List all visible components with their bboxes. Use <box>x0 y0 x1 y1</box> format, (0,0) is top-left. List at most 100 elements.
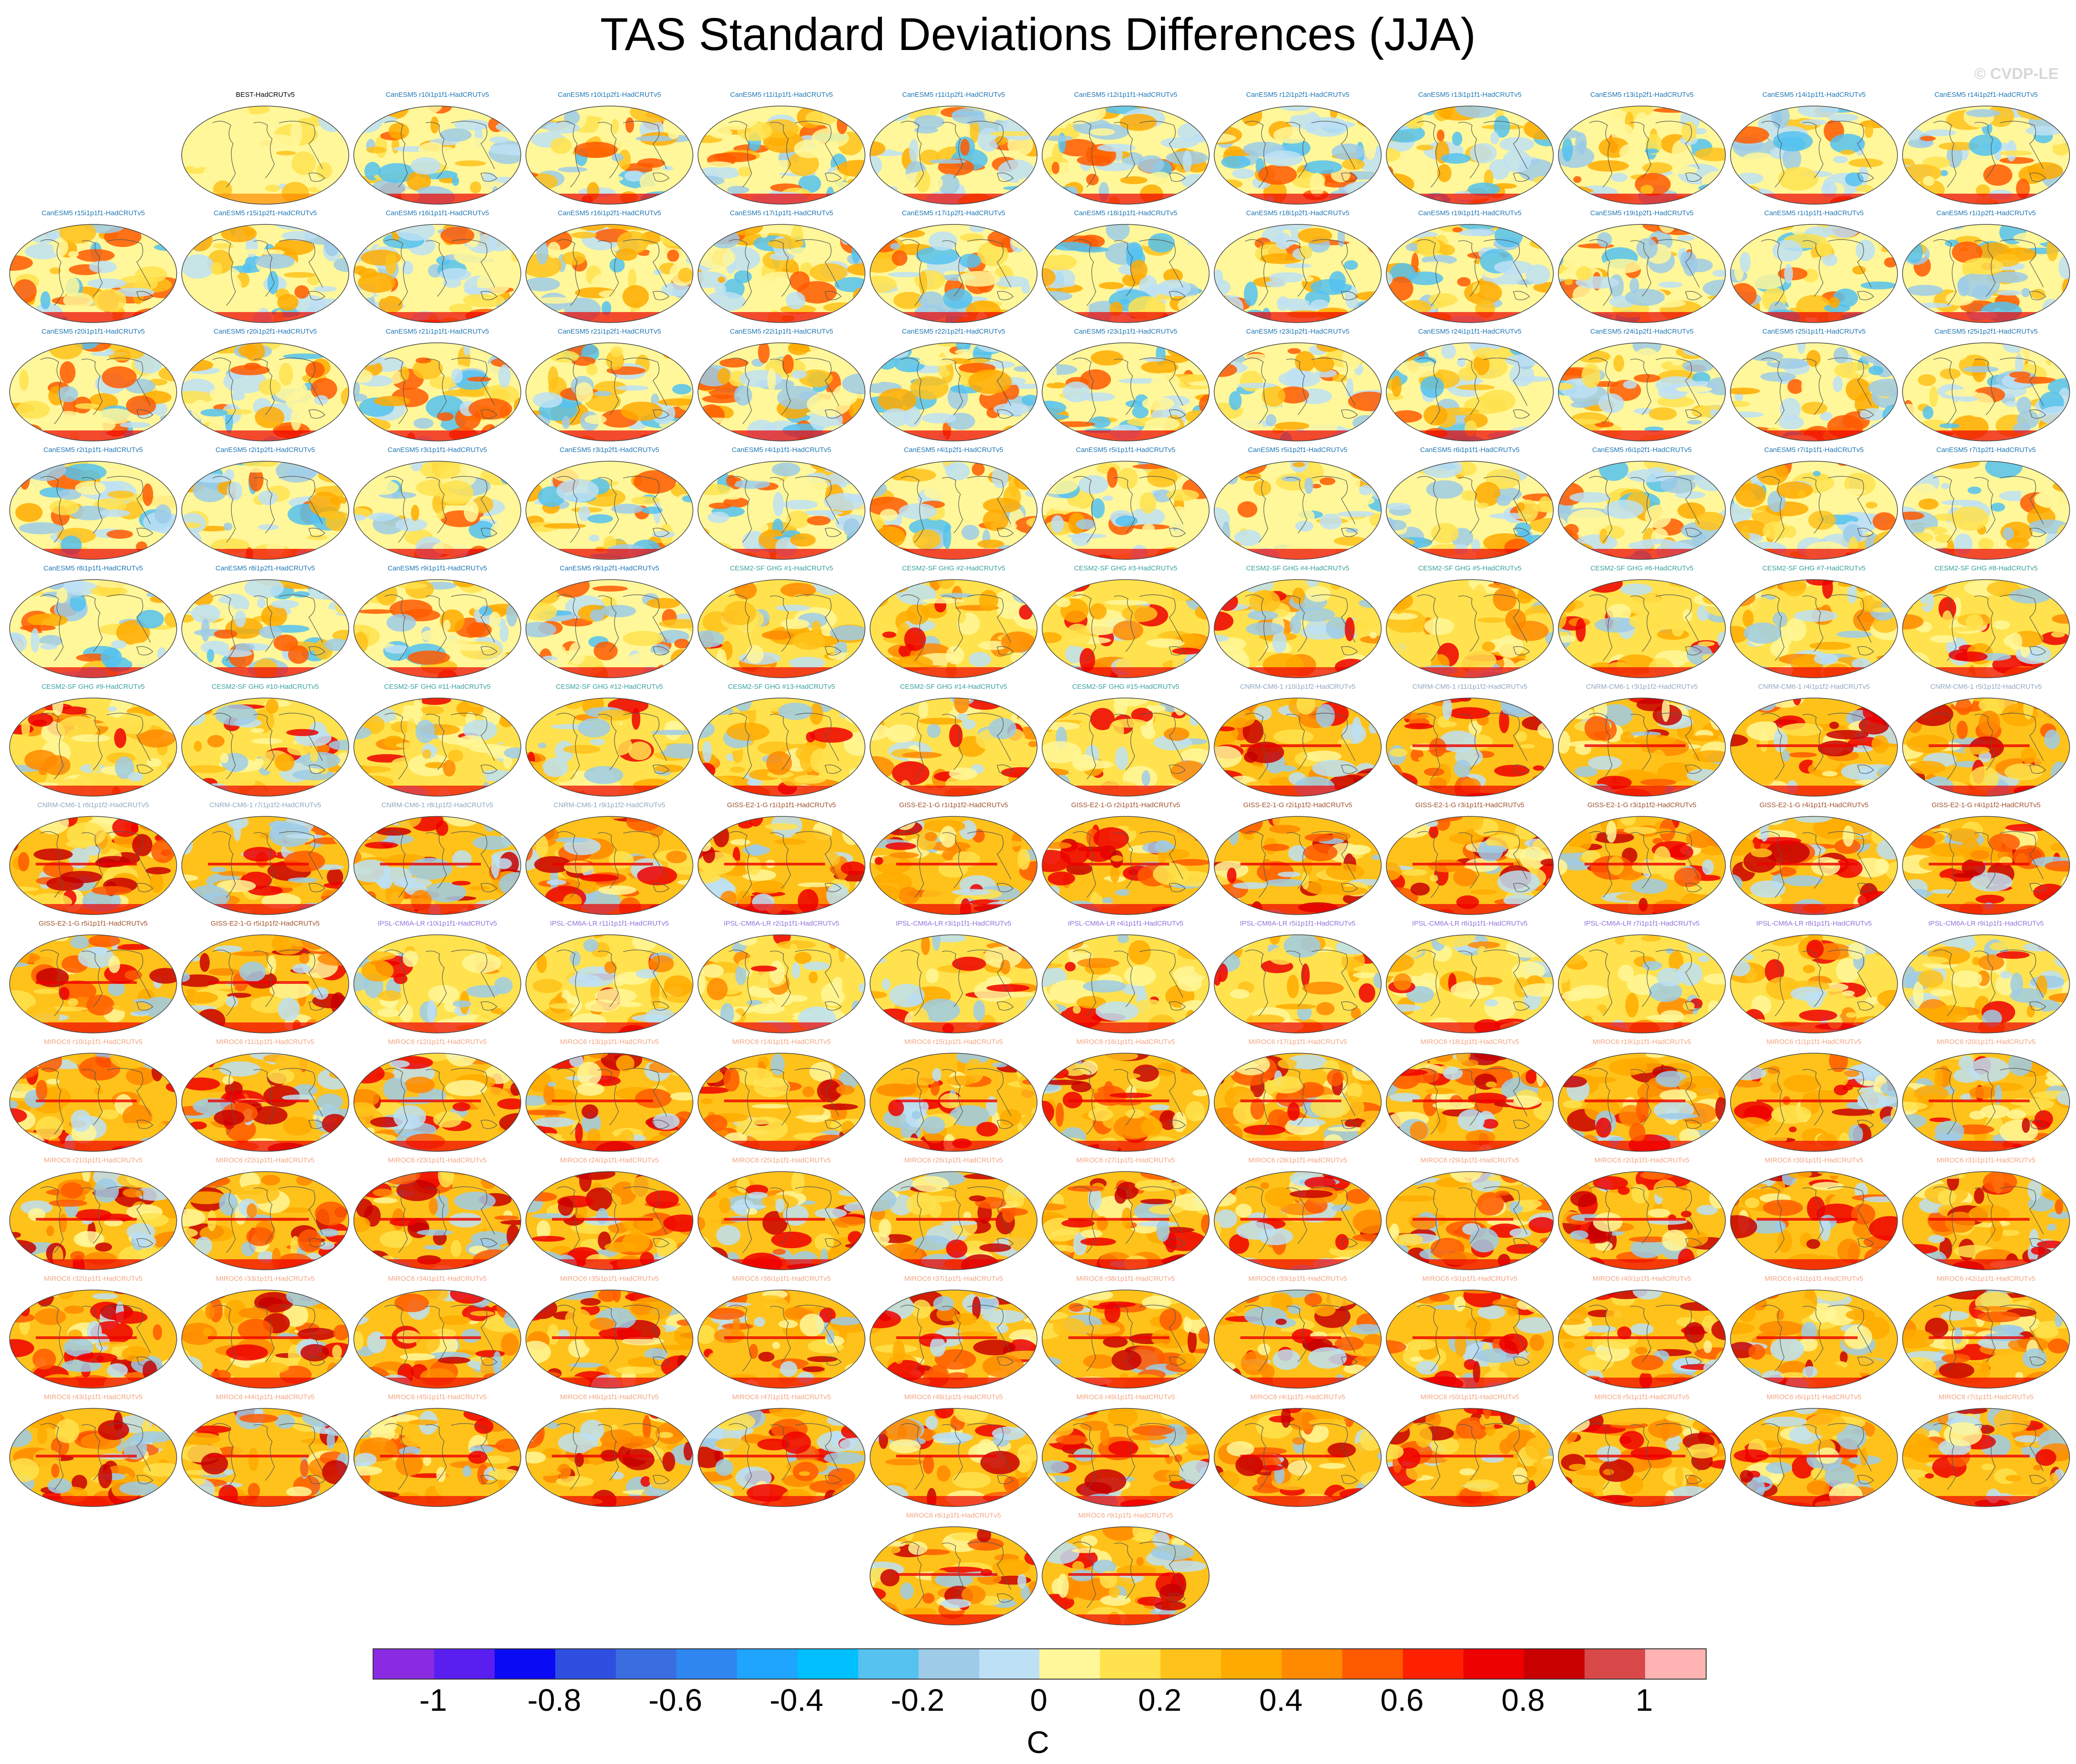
colorbar-box-20 <box>1585 1649 1646 1679</box>
map-panel: MIROC6 r28i1p1f1-HadCRUTv5 <box>1213 1156 1383 1271</box>
map-panel: GISS-E2-1-G r5i1p1f1-HadCRUTv5 <box>8 920 178 1034</box>
colorbar-box-14 <box>1221 1649 1282 1679</box>
map-panel-title: CNRM-CM6-1 r11i1p1f2-HadCRUTv5 <box>1412 683 1528 691</box>
map-panel-title: IPSL-CM6A-LR r5i1p1f1-HadCRUTv5 <box>1240 920 1356 927</box>
world-map <box>1558 224 1726 323</box>
world-map <box>870 1526 1038 1625</box>
world-map <box>870 224 1038 323</box>
world-map <box>870 106 1038 205</box>
map-panel: CanESM5 r25i1p2f1-HadCRUTv5 <box>1901 328 2071 442</box>
map-panel: MIROC6 r8i1p1f1-HadCRUTv5 <box>869 1512 1038 1626</box>
world-map <box>525 224 693 323</box>
map-panel-title: GISS-E2-1-G r2i1p1f1-HadCRUTv5 <box>1071 801 1180 809</box>
map-panel: MIROC6 r18i1p1f1-HadCRUTv5 <box>1385 1038 1555 1153</box>
map-panel-title: MIROC6 r26i1p1f1-HadCRUTv5 <box>904 1156 1003 1164</box>
world-map <box>1042 1526 1210 1625</box>
world-map <box>1042 934 1210 1033</box>
map-panel-title: MIROC6 r48i1p1f1-HadCRUTv5 <box>904 1393 1003 1401</box>
map-panel-title: CanESM5 r3i1p2f1-HadCRUTv5 <box>559 446 659 454</box>
map-panel: MIROC6 r37i1p1f1-HadCRUTv5 <box>869 1275 1038 1390</box>
colorbar-tick-label: -1 <box>419 1683 447 1718</box>
map-panel: GISS-E2-1-G r2i1p1f2-HadCRUTv5 <box>1213 801 1383 916</box>
map-panel: CNRM-CM6-1 r10i1p1f2-HadCRUTv5 <box>1213 683 1383 798</box>
map-panel-title: MIROC6 r34i1p1f1-HadCRUTv5 <box>388 1275 487 1283</box>
map-panel-title: MIROC6 r25i1p1f1-HadCRUTv5 <box>732 1156 831 1164</box>
map-panel-title: MIROC6 r7i1p1f1-HadCRUTv5 <box>1938 1393 2034 1401</box>
map-panel: MIROC6 r30i1p1f1-HadCRUTv5 <box>1729 1156 1899 1271</box>
world-map <box>1558 1171 1726 1270</box>
map-panel-title: MIROC6 r12i1p1f1-HadCRUTv5 <box>388 1038 487 1046</box>
map-panel: MIROC6 r27i1p1f1-HadCRUTv5 <box>1041 1156 1211 1271</box>
map-panel: CNRM-CM6-1 r6i1p1f2-HadCRUTv5 <box>8 801 178 916</box>
world-map <box>525 1053 693 1152</box>
colorbar-tick-label: 1 <box>1635 1683 1653 1718</box>
map-panel-title: CanESM5 r5i1p1f1-HadCRUTv5 <box>1076 446 1176 454</box>
world-map <box>698 461 865 560</box>
world-map <box>870 1171 1038 1270</box>
world-map <box>525 816 693 915</box>
map-panel-title: CanESM5 r20i1p1f1-HadCRUTv5 <box>41 328 145 335</box>
map-panel-title: CESM2-SF GHG #12-HadCRUTv5 <box>556 683 663 691</box>
map-panel-title: CanESM5 r16i1p2f1-HadCRUTv5 <box>558 209 661 217</box>
map-panel: GISS-E2-1-G r1i1p1f1-HadCRUTv5 <box>697 801 866 916</box>
world-map <box>353 698 521 797</box>
world-map <box>1730 698 1898 797</box>
map-panel-title: CanESM5 r12i1p2f1-HadCRUTv5 <box>1246 91 1350 99</box>
world-map <box>870 698 1038 797</box>
world-map <box>698 106 865 205</box>
map-panel-title: CESM2-SF GHG #14-HadCRUTv5 <box>900 683 1007 691</box>
world-map <box>1558 342 1726 441</box>
world-map <box>181 1053 349 1152</box>
map-panel: CanESM5 r11i1p2f1-HadCRUTv5 <box>869 91 1038 206</box>
world-map <box>870 461 1038 560</box>
map-panel: CanESM5 r18i1p2f1-HadCRUTv5 <box>1213 209 1383 324</box>
map-panel-title: MIROC6 r21i1p1f1-HadCRUTv5 <box>44 1156 143 1164</box>
colorbar-box-3 <box>555 1649 616 1679</box>
map-panel: CanESM5 r17i1p2f1-HadCRUTv5 <box>869 209 1038 324</box>
map-panel: MIROC6 r1i1p1f1-HadCRUTv5 <box>1729 1038 1899 1153</box>
map-panel-title: MIROC6 r14i1p1f1-HadCRUTv5 <box>732 1038 831 1046</box>
map-panel-title: MIROC6 r11i1p1f1-HadCRUTv5 <box>216 1038 314 1046</box>
world-map <box>1730 342 1898 441</box>
world-map <box>870 1053 1038 1152</box>
world-map <box>1902 1408 2070 1507</box>
colorbar-box-5 <box>676 1649 737 1679</box>
figure-title: TAS Standard Deviations Differences (JJA… <box>600 9 1476 60</box>
map-panel: CanESM5 r13i1p1f1-HadCRUTv5 <box>1385 91 1555 206</box>
map-panel: CanESM5 r16i1p2f1-HadCRUTv5 <box>525 209 694 324</box>
map-panel-title: CanESM5 r7i1p2f1-HadCRUTv5 <box>1936 446 2036 454</box>
map-panel: CanESM5 r2i1p1f1-HadCRUTv5 <box>8 446 178 561</box>
map-panel: CNRM-CM6-1 r9i1p1f2-HadCRUTv5 <box>525 801 694 916</box>
colorbar-tick-label: 0.8 <box>1501 1683 1545 1718</box>
colorbar-box-18 <box>1463 1649 1524 1679</box>
colorbar-box-19 <box>1524 1649 1585 1679</box>
map-panel-title: CanESM5 r25i1p1f1-HadCRUTv5 <box>1762 328 1866 335</box>
map-panel-title: MIROC6 r4i1p1f1-HadCRUTv5 <box>1250 1393 1345 1401</box>
world-map <box>353 342 521 441</box>
world-map <box>1042 106 1210 205</box>
map-panel: CESM2-SF GHG #14-HadCRUTv5 <box>869 683 1038 798</box>
world-map <box>9 224 177 323</box>
map-panel-title: IPSL-CM6A-LR r3i1p1f1-HadCRUTv5 <box>896 920 1011 927</box>
world-map <box>698 1171 865 1270</box>
world-map <box>181 816 349 915</box>
map-panel-title: CanESM5 r15i1p1f1-HadCRUTv5 <box>41 209 145 217</box>
world-map <box>1214 1171 1382 1270</box>
colorbar-units: C <box>1027 1725 1049 1760</box>
map-panel-title: MIROC6 r2i1p1f1-HadCRUTv5 <box>1594 1156 1690 1164</box>
world-map <box>1902 934 2070 1033</box>
colorbar <box>373 1648 1707 1680</box>
map-panel-title: CanESM5 r23i1p2f1-HadCRUTv5 <box>1246 328 1350 335</box>
map-panel: IPSL-CM6A-LR r4i1p1f1-HadCRUTv5 <box>1041 920 1211 1034</box>
world-map <box>870 1290 1038 1389</box>
map-panel-title: MIROC6 r1i1p1f1-HadCRUTv5 <box>1766 1038 1862 1046</box>
map-panel: GISS-E2-1-G r3i1p1f2-HadCRUTv5 <box>1557 801 1727 916</box>
world-map <box>1214 224 1382 323</box>
map-panel: CNRM-CM6-1 r7i1p1f2-HadCRUTv5 <box>180 801 350 916</box>
map-panel-title: CanESM5 r16i1p1f1-HadCRUTv5 <box>385 209 489 217</box>
world-map <box>1902 461 2070 560</box>
map-panel: MIROC6 r25i1p1f1-HadCRUTv5 <box>697 1156 866 1271</box>
colorbar-tick-label: -0.4 <box>770 1683 824 1718</box>
map-panel-title: MIROC6 r15i1p1f1-HadCRUTv5 <box>904 1038 1003 1046</box>
world-map <box>1730 224 1898 323</box>
